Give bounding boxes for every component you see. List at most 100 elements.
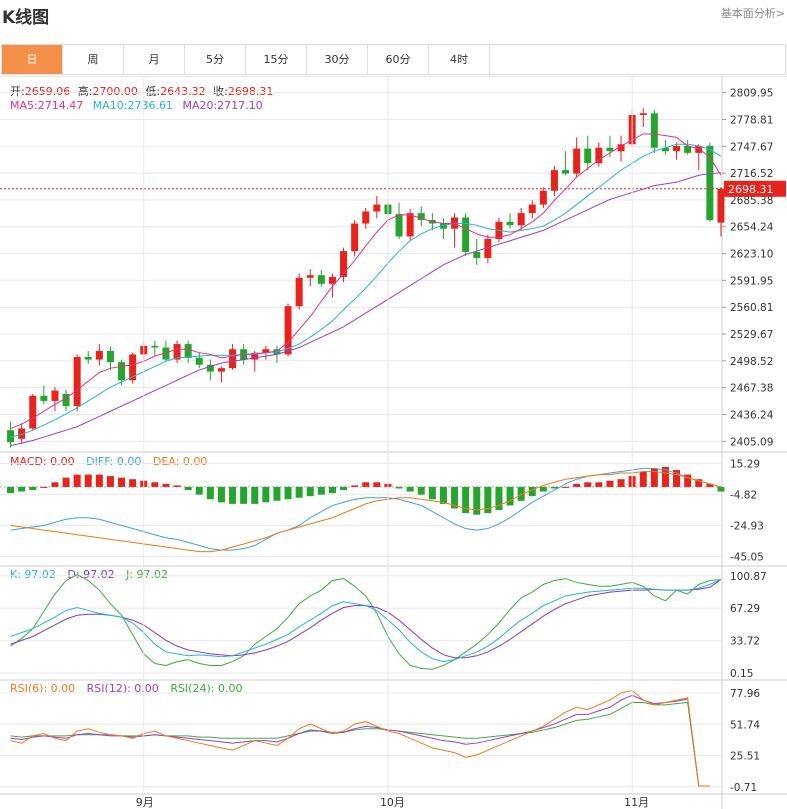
k-value: K: 97.02 (10, 568, 56, 581)
month-label: 10月 (380, 796, 405, 809)
candle-body (251, 352, 259, 360)
macd-bar (206, 486, 214, 500)
candle-body (462, 217, 470, 252)
candle-body (162, 347, 170, 360)
low-value: 2643.32 (160, 85, 206, 98)
candle-body (395, 214, 403, 237)
macd-value: MACD: 0.00 (10, 455, 75, 468)
tab-day[interactable]: 日 (2, 45, 63, 74)
tab-15min[interactable]: 15分 (246, 45, 307, 74)
ma5-label: MA5: (10, 99, 38, 112)
dea-line (10, 471, 722, 553)
ma-legend: MA5:2714.47 MA10:2736.61 MA20:2717.10 (10, 99, 267, 112)
candle-body (95, 350, 103, 360)
kdj-tick-label: 67.29 (730, 603, 760, 615)
close-value: 2698.31 (227, 85, 274, 98)
macd-tick-label: -24.93 (730, 520, 764, 532)
open-value: 2659.06 (24, 85, 71, 98)
rsi-tick-label: 51.74 (730, 719, 760, 731)
macd-bar (439, 486, 447, 504)
macd-bar (395, 486, 403, 489)
candle-body (62, 394, 70, 407)
candle-body (84, 356, 92, 360)
candle-body (40, 395, 48, 401)
candle-body (373, 204, 381, 212)
macd-bar (595, 482, 603, 487)
diff-line (10, 467, 722, 551)
j-value: J: 97.02 (126, 568, 169, 581)
k-line (10, 579, 722, 663)
macd-bar (151, 482, 159, 487)
candle-body (340, 251, 348, 277)
candle-body (484, 239, 492, 258)
macd-bar (251, 486, 259, 504)
open-label: 开: (10, 85, 25, 98)
candle-body (539, 190, 547, 205)
j-line (10, 574, 721, 670)
macd-bar (506, 486, 514, 506)
macd-bar (650, 468, 658, 487)
macd-bar (462, 486, 470, 514)
candle-body (173, 344, 181, 360)
price-tick-label: 2654.24 (730, 222, 774, 234)
macd-bar (673, 469, 681, 487)
tab-4hour[interactable]: 4时 (429, 45, 490, 74)
macd-bar (195, 486, 203, 495)
candle-body (517, 213, 525, 226)
tab-60min[interactable]: 60分 (368, 45, 429, 74)
macd-bar (717, 486, 725, 492)
macd-bar (517, 486, 525, 501)
price-tick-label: 2436.24 (730, 409, 774, 421)
high-label: 高: (77, 85, 93, 98)
macd-bar (129, 479, 137, 487)
macd-tick-label: -4.82 (730, 489, 757, 501)
price-tick-label: 2405.09 (730, 436, 773, 448)
candle-body (328, 276, 336, 284)
candle-body (18, 428, 26, 439)
candle-body (229, 349, 237, 369)
candle-body (317, 275, 325, 284)
candle-body (439, 223, 447, 229)
macd-bar (273, 486, 281, 501)
ma20-line (10, 172, 721, 447)
rsi6-value: RSI(6): 0.00 (10, 682, 76, 695)
candle-body (673, 146, 681, 152)
tab-month[interactable]: 月 (124, 45, 185, 74)
macd-bar (684, 474, 692, 487)
basic-analysis-link[interactable]: 基本面分析> (720, 7, 785, 20)
macd-bar (362, 482, 370, 487)
month-label: 11月 (624, 796, 649, 809)
tab-week[interactable]: 周 (63, 45, 124, 74)
macd-bar (40, 486, 48, 488)
macd-bar (373, 482, 381, 487)
rsi-tick-label: 77.96 (730, 688, 760, 700)
kline-chart[interactable]: 2809.95 2778.81 2747.67 2716.52 2685.38 2654.… (0, 76, 787, 809)
rsi-legend: RSI(6): 0.00 RSI(12): 0.00 RSI(24): 0.00 (10, 682, 246, 695)
candle-body (295, 277, 303, 307)
macd-bar (84, 474, 92, 487)
candle-body (362, 211, 370, 224)
rsi24-value: RSI(24): 0.00 (170, 682, 243, 695)
macd-bar (639, 471, 647, 487)
candle-body (151, 345, 159, 348)
tab-5min[interactable]: 5分 (185, 45, 246, 74)
ma20-label: MA20: (182, 99, 218, 112)
candle-body (284, 306, 292, 355)
current-price-badge (724, 180, 786, 197)
tab-30min[interactable]: 30分 (307, 45, 368, 74)
macd-bar (340, 486, 348, 490)
macd-bar (162, 483, 170, 487)
macd-bar (62, 477, 70, 487)
macd-bar (451, 486, 459, 509)
low-label: 低: (145, 85, 161, 98)
candle-body (650, 113, 658, 148)
price-tick-label: 2498.52 (730, 356, 773, 368)
candle-body (118, 362, 126, 381)
macd-bar (184, 486, 192, 490)
candle-body (573, 148, 581, 174)
macd-bar (617, 479, 625, 487)
candle-body (473, 251, 481, 258)
macd-bar (18, 486, 26, 492)
candle-body (717, 189, 725, 223)
candle-body (217, 368, 225, 372)
